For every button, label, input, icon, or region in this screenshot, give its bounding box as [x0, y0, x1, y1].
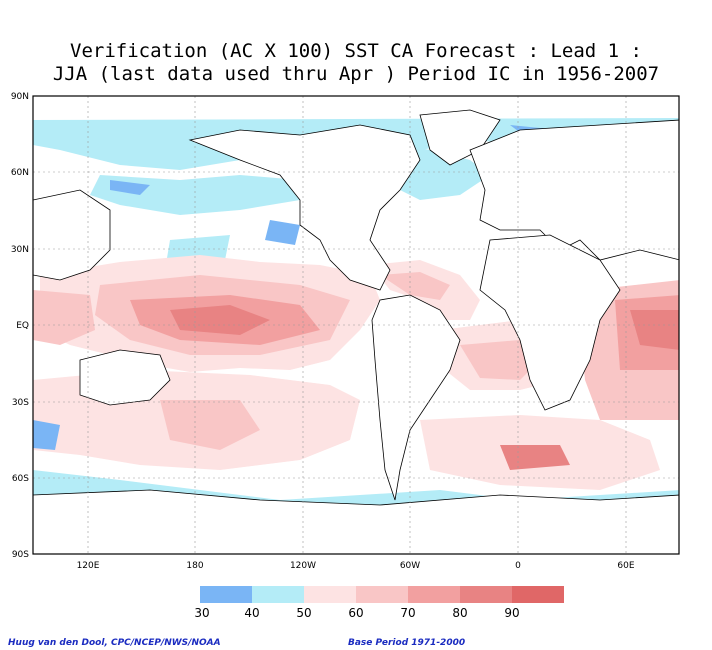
legend-label: 60 — [348, 606, 363, 620]
map-title-line2: JJA (last data used thru Apr ) Period IC… — [52, 63, 660, 85]
lon-label-0: 0 — [515, 561, 521, 571]
lon-label-60w: 60W — [400, 561, 420, 571]
legend-label: 70 — [400, 606, 415, 620]
legend-label: 40 — [244, 606, 259, 620]
map-title-line1: Verification (AC X 100) SST CA Forecast … — [70, 40, 642, 62]
lat-label-30s: 30S — [12, 398, 29, 408]
lon-label-60e: 60E — [617, 561, 634, 571]
graticule — [33, 96, 679, 554]
lon-label-120e: 120E — [77, 561, 100, 571]
lat-label-90s: 90S — [12, 550, 29, 560]
map-frame — [32, 95, 680, 555]
legend-swatch — [460, 586, 512, 603]
color-legend: 30 40 50 60 70 80 90 — [194, 586, 564, 620]
lon-label-120w: 120W — [290, 561, 316, 571]
legend-label: 90 — [504, 606, 519, 620]
lat-label-90n: 90N — [11, 92, 29, 102]
legend-swatch — [252, 586, 304, 603]
legend-label: 80 — [452, 606, 467, 620]
legend-swatch — [200, 586, 252, 603]
lat-label-30n: 30N — [11, 245, 29, 255]
lat-label-60n: 60N — [11, 168, 29, 178]
legend-swatch — [304, 586, 356, 603]
sst-field — [33, 96, 679, 554]
base-period-note: Base Period 1971-2000 — [348, 638, 466, 648]
lat-label-60s: 60S — [12, 474, 29, 484]
coastlines — [33, 109, 679, 554]
author-credit: Huug van den Dool, CPC/NCEP/NWS/NOAA — [8, 638, 221, 648]
lat-label-eq: EQ — [16, 321, 29, 331]
legend-swatch — [512, 586, 564, 603]
legend-swatch — [408, 586, 460, 603]
lon-label-180: 180 — [186, 561, 203, 571]
legend-label: 30 — [194, 606, 209, 620]
legend-label: 50 — [296, 606, 311, 620]
legend-swatch — [356, 586, 408, 603]
